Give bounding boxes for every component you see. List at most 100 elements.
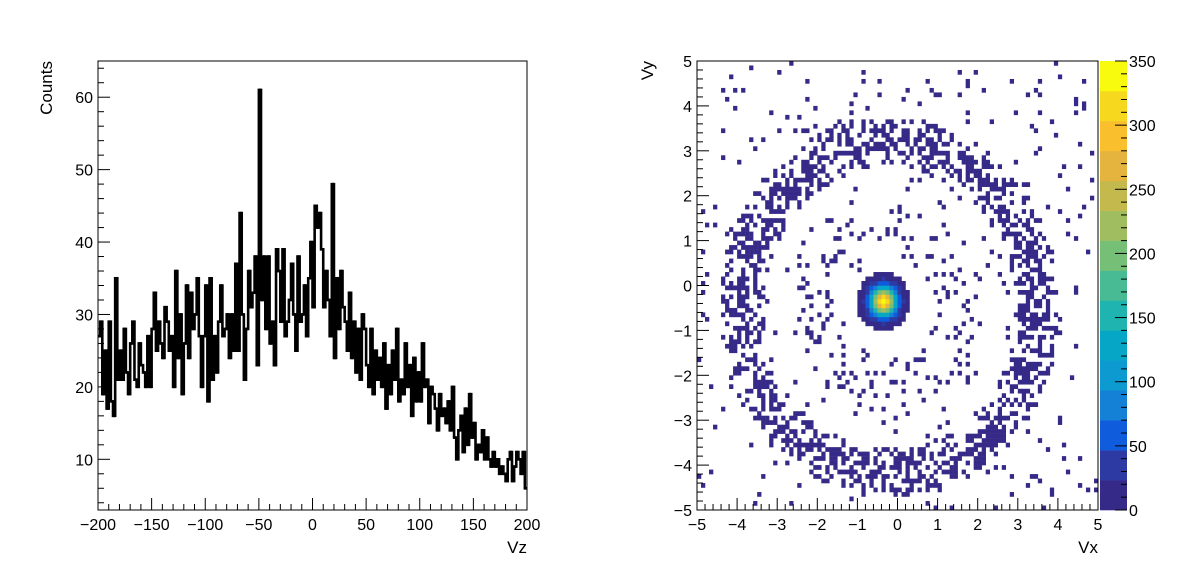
heatmap-cell [805,294,810,300]
heatmap-cell [781,164,786,170]
heatmap-cell [861,164,866,170]
heatmap-cell [877,236,882,241]
heatmap-cell [1025,263,1031,268]
heatmap-cell [725,263,730,268]
heatmap-cell [885,119,890,125]
vx-x-tick-label: 1 [933,517,942,534]
heatmap-cell [1041,272,1047,277]
heatmap-cell [825,155,830,161]
heatmap-cell [897,137,902,143]
heatmap-cell [741,402,746,407]
heatmap-cell [773,218,778,223]
heatmap-cell [801,146,806,152]
heatmap-cell [861,465,866,470]
heatmap-cell [889,137,894,143]
vz-x-tick-label: −100 [187,517,223,534]
heatmap-cell [997,204,1003,210]
heatmap-cell [937,487,942,493]
heatmap-cell [937,200,942,205]
heatmap-cell [873,132,878,138]
heatmap-cell [893,285,898,291]
heatmap-cell [1041,236,1047,241]
heatmap-cell [745,204,750,210]
heatmap-cell [1033,249,1039,255]
heatmap-cell [741,231,746,237]
heatmap-cell [985,173,990,178]
heatmap-cell [825,303,830,309]
heatmap-cell [865,312,870,318]
heatmap-cell [1037,245,1043,250]
heatmap-cell [857,132,862,138]
color-scale-label: 150 [1129,311,1156,328]
heatmap-cell [949,456,954,461]
heatmap-cell [1033,254,1039,259]
heatmap-cell [937,137,942,143]
heatmap-cell [1013,384,1019,390]
heatmap-cell [897,289,902,295]
heatmap-cell [721,155,726,161]
heatmap-cell [1049,352,1055,358]
color-scale-swatch [1100,270,1127,301]
heatmap-cell [913,465,918,470]
heatmap-cell [769,218,774,223]
heatmap-cell [805,263,810,268]
heatmap-cell [877,469,882,475]
heatmap-cell [1057,209,1063,214]
heatmap-cell [1025,366,1031,372]
vx-x-tick-label: −2 [808,517,826,534]
heatmap-cell [881,325,886,331]
heatmap-cell [881,474,886,479]
heatmap-cell [1009,258,1015,264]
heatmap-cell [761,474,766,479]
heatmap-cell [869,227,874,232]
heatmap-cell [897,303,902,309]
heatmap-cell [837,227,842,232]
heatmap-cell [753,240,758,246]
heatmap-cell [1025,406,1031,412]
heatmap-cell [721,294,726,300]
heatmap-cell [885,316,890,322]
heatmap-cell [817,334,822,340]
heatmap-cell [1077,164,1083,170]
heatmap-cell [817,442,822,448]
heatmap-cell [1053,132,1059,138]
heatmap-cell [925,155,930,161]
heatmap-cell [1021,397,1027,403]
heatmap-cell [1037,110,1043,116]
heatmap-cell [777,218,782,223]
heatmap-cell [1037,92,1043,98]
heatmap-cell [1001,177,1007,183]
heatmap-cell [805,402,810,407]
heatmap-cell [1017,312,1023,318]
heatmap-cell [885,298,890,304]
heatmap-cell [897,456,902,461]
heatmap-cell [873,146,878,152]
heatmap-cell [1013,411,1019,416]
heatmap-cell [713,222,718,228]
heatmap-cell [981,236,986,241]
heatmap-cell [1037,334,1043,340]
heatmap-cell [1005,218,1011,223]
heatmap-cell [957,141,962,147]
heatmap-cell [905,141,910,147]
heatmap-cell [1065,469,1071,475]
heatmap-cell [825,182,830,187]
heatmap-cell [725,343,730,349]
heatmap-cell [873,128,878,134]
heatmap-cell [801,177,806,183]
heatmap-cell [981,209,986,214]
heatmap-cell [941,159,946,165]
heatmap-cell [889,123,894,129]
heatmap-cell [901,312,906,318]
heatmap-cell [813,105,818,111]
heatmap-cell [997,213,1003,219]
heatmap-cell [989,438,994,443]
heatmap-cell [905,186,910,192]
heatmap-cell [857,303,862,309]
heatmap-cell [1025,316,1031,322]
heatmap-cell [981,204,986,210]
heatmap-cell [1025,370,1031,376]
heatmap-cell [1017,303,1023,309]
heatmap-cell [941,272,946,277]
heatmap-cell [869,312,874,318]
